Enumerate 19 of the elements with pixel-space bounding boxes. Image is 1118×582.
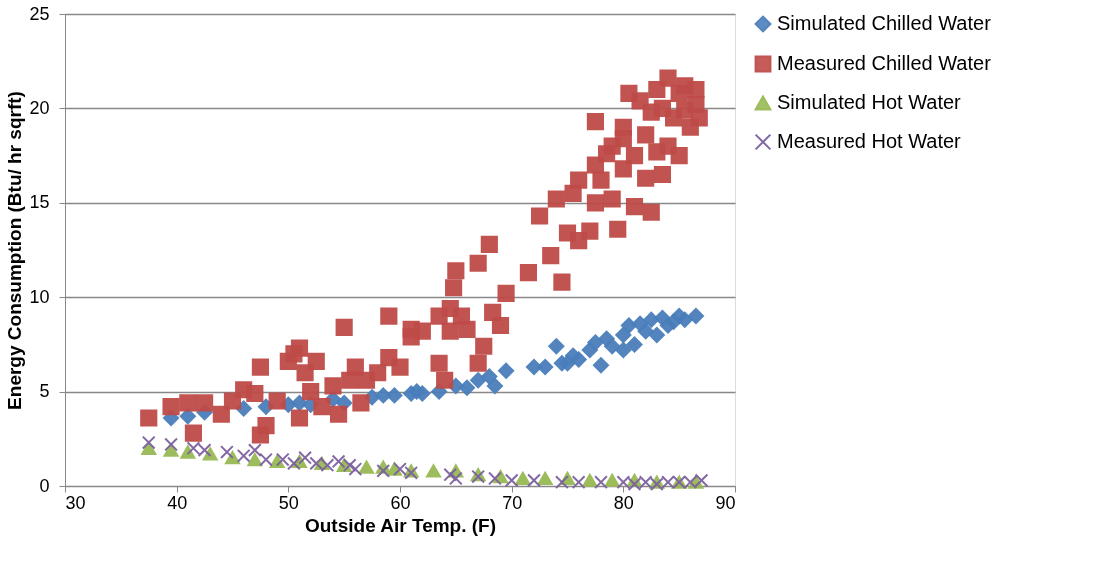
- legend-label: Measured Chilled Water: [777, 52, 992, 74]
- legend-label: Measured Hot Water: [777, 130, 962, 152]
- y-tick-label: 10: [29, 286, 50, 307]
- x-tick-label: 50: [278, 492, 299, 513]
- y-tick-label: 5: [39, 381, 50, 402]
- x-tick-label: 90: [715, 492, 736, 513]
- x-axis-title: Outside Air Temp. (F): [304, 514, 497, 536]
- y-axis-title: Energy Consumption (Btu/ hr sqrft): [4, 91, 26, 410]
- legend-label: Simulated Hot Water: [777, 91, 962, 113]
- x-tick-label: 80: [613, 492, 634, 513]
- x-tick-label: 60: [390, 492, 411, 513]
- y-tick-label: 15: [29, 192, 50, 213]
- legend-label: Simulated Chilled Water: [777, 12, 992, 34]
- x-tick-label: 40: [167, 492, 188, 513]
- x-tick-label: 30: [65, 492, 86, 513]
- x-tick-label: 70: [502, 492, 523, 513]
- y-tick-label: 0: [39, 475, 50, 496]
- y-tick-label: 20: [29, 97, 50, 118]
- y-tick-label: 25: [29, 3, 50, 24]
